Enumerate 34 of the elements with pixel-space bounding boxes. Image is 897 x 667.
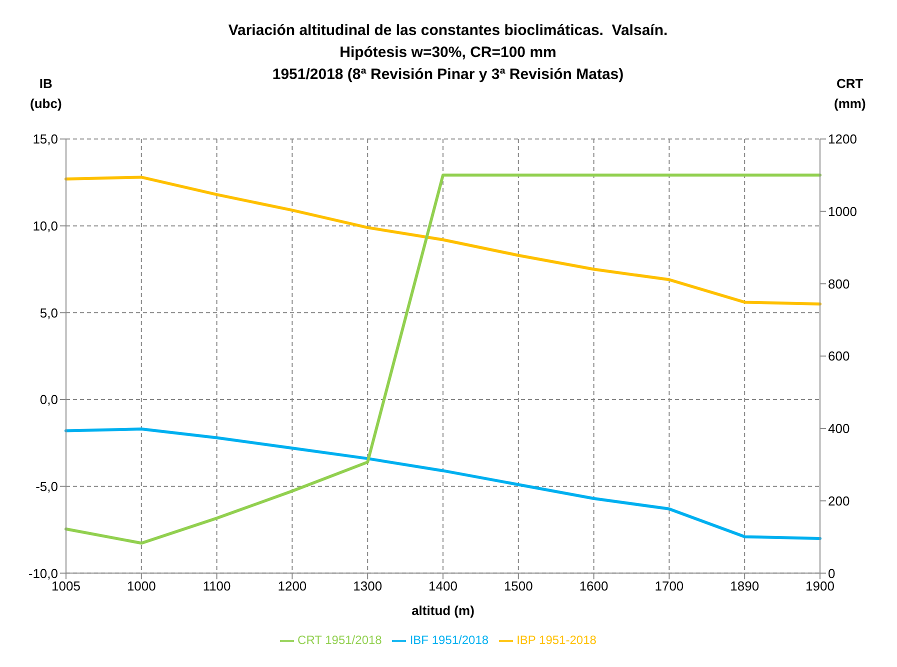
x-tick-label: 1890 xyxy=(730,578,760,594)
legend-label: IBF 1951/2018 xyxy=(410,633,489,648)
legend-label: IBP 1951-2018 xyxy=(516,633,596,648)
y-axis-title: IB (ubc) xyxy=(30,75,62,113)
x-tick-label: 1700 xyxy=(654,578,684,594)
legend-label: CRT 1951/2018 xyxy=(298,633,382,648)
x-tick-label: 1005 xyxy=(52,578,80,594)
y2-tick-label: 400 xyxy=(828,421,850,436)
line-series xyxy=(64,428,822,540)
x-tick-label: 1000 xyxy=(126,578,156,594)
y2-tick-label: 1200 xyxy=(828,132,857,147)
x-axis-title: altitud (m) xyxy=(412,603,474,618)
y2-tick-label: 600 xyxy=(828,348,850,364)
x-tick-label: 1300 xyxy=(353,578,382,594)
x-tick-label: 1400 xyxy=(428,578,458,594)
line-series xyxy=(64,176,822,306)
y2-tick-label: 0 xyxy=(828,566,836,581)
y-tick-label: 0,0 xyxy=(40,392,58,408)
y-tick-label: 5,0 xyxy=(40,305,58,320)
x-tick-label: 1500 xyxy=(504,578,533,594)
y2-tick-label: 800 xyxy=(828,276,850,292)
y-tick-label: -10,0 xyxy=(28,566,58,581)
x-tick-label: 1100 xyxy=(202,578,231,594)
y-tick-label: 10,0 xyxy=(32,218,58,234)
x-tick-label: 1200 xyxy=(278,578,307,594)
x-tick-label: 1600 xyxy=(579,578,608,594)
y2-tick-label: 200 xyxy=(828,493,850,508)
y2-tick-label: 1000 xyxy=(828,204,857,219)
x-tick-label: 1900 xyxy=(806,578,834,594)
y-tick-label: -5,0 xyxy=(36,478,58,494)
line-series xyxy=(64,174,822,545)
y-tick-label: 15,0 xyxy=(32,132,58,147)
chart-title: Variación altitudinal de las constantes bioclimáticas. Valsaín. Hipótesis w=30%, CR=100 mm 1951/2018 (8ª Revisión Pinar y 3ª Revisión Matas) xyxy=(227,21,669,83)
y2-axis-title: CRT (mm) xyxy=(834,75,866,113)
